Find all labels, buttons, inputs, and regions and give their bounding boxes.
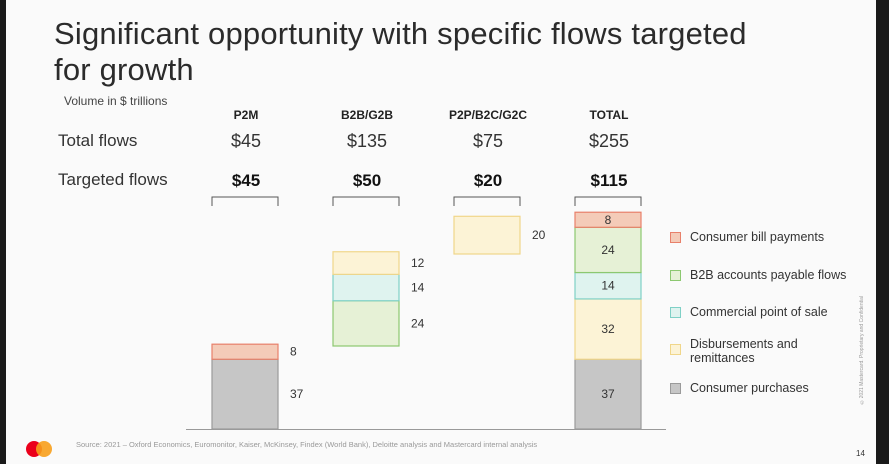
data-label: 37 bbox=[601, 387, 615, 401]
data-label: 14 bbox=[411, 281, 425, 295]
bracket-3 bbox=[574, 196, 642, 206]
total-flows-b2b: $135 bbox=[346, 131, 388, 151]
mastercard-logo bbox=[26, 441, 52, 457]
data-label: 24 bbox=[411, 316, 425, 330]
slide: Significant opportunity with specific fl… bbox=[6, 0, 876, 464]
targeted-flows-p2m: $45 bbox=[231, 171, 261, 190]
data-label: 32 bbox=[601, 322, 615, 336]
bar-segment bbox=[332, 251, 400, 275]
data-label: 24 bbox=[601, 243, 615, 257]
confidential-note: ©2021 Mastercard. Proprietary and Confid… bbox=[859, 296, 865, 405]
data-label: 20 bbox=[532, 228, 546, 242]
units-label: Volume in $ trillions bbox=[64, 94, 168, 108]
legend-swatch bbox=[670, 232, 681, 243]
bar-segment bbox=[211, 343, 279, 360]
targeted-flows-p2p: $20 bbox=[473, 171, 503, 190]
data-label: 12 bbox=[411, 256, 425, 270]
legend-label: B2B accounts payable flows bbox=[690, 268, 847, 282]
total-flows-p2p: $75 bbox=[472, 131, 504, 151]
source-note: Source: 2021 – Oxford Economics, Euromon… bbox=[76, 440, 538, 449]
column-header-total: TOTAL bbox=[589, 108, 629, 122]
legend-swatch bbox=[670, 383, 681, 394]
row-label-targeted-flows: Targeted flows bbox=[58, 170, 168, 189]
bracket-0 bbox=[211, 196, 279, 206]
data-label: 8 bbox=[605, 213, 612, 227]
column-header-p2m: P2M bbox=[233, 108, 259, 122]
total-flows-total: $255 bbox=[588, 131, 630, 151]
bar-segment bbox=[574, 226, 642, 274]
legend-swatch bbox=[670, 270, 681, 281]
legend-item-consumer-purchases: Consumer purchases bbox=[670, 381, 809, 395]
legend-label: Consumer purchases bbox=[690, 381, 809, 395]
bar-segment bbox=[574, 271, 642, 300]
legend-swatch bbox=[670, 307, 681, 318]
bar-segment bbox=[574, 211, 642, 228]
legend-swatch bbox=[670, 344, 681, 355]
bracket-1 bbox=[332, 196, 400, 206]
data-label: 37 bbox=[290, 387, 304, 401]
legend-label: Consumer bill payments bbox=[690, 230, 825, 244]
bar-segment bbox=[211, 358, 279, 430]
bar-segment bbox=[453, 215, 521, 255]
legend-item-consumer-bill-payments: Consumer bill payments bbox=[670, 230, 824, 244]
total-flows-p2m: $45 bbox=[230, 131, 262, 151]
bar-segment bbox=[332, 273, 400, 302]
bar-segment bbox=[574, 358, 642, 430]
data-label: 14 bbox=[601, 279, 615, 293]
column-header-b2b: B2B/G2B bbox=[340, 108, 393, 122]
slide-title: Significant opportunity with specific fl… bbox=[54, 16, 747, 87]
row-label-total-flows: Total flows bbox=[58, 131, 138, 150]
legend-item-disbursements: Disbursements and remittances bbox=[670, 337, 830, 365]
legend-label: Commercial point of sale bbox=[690, 305, 828, 319]
bracket-2 bbox=[453, 196, 521, 206]
legend-label: Disbursements and remittances bbox=[690, 337, 798, 365]
bar-segment bbox=[332, 300, 400, 347]
data-label: 8 bbox=[290, 345, 297, 359]
legend-item-b2b-accounts-payable: B2B accounts payable flows bbox=[670, 268, 846, 282]
targeted-flows-b2b: $50 bbox=[352, 171, 382, 190]
column-header-p2p: P2P/B2C/G2C bbox=[448, 108, 528, 122]
page-number: 14 bbox=[856, 449, 865, 458]
legend-item-commercial-pos: Commercial point of sale bbox=[670, 305, 828, 319]
stacked-bar-chart: 37 8 24 14 12 20 37 32 14 24 8 bbox=[186, 196, 666, 430]
bar-segment bbox=[574, 298, 642, 360]
targeted-flows-total: $115 bbox=[590, 171, 628, 190]
